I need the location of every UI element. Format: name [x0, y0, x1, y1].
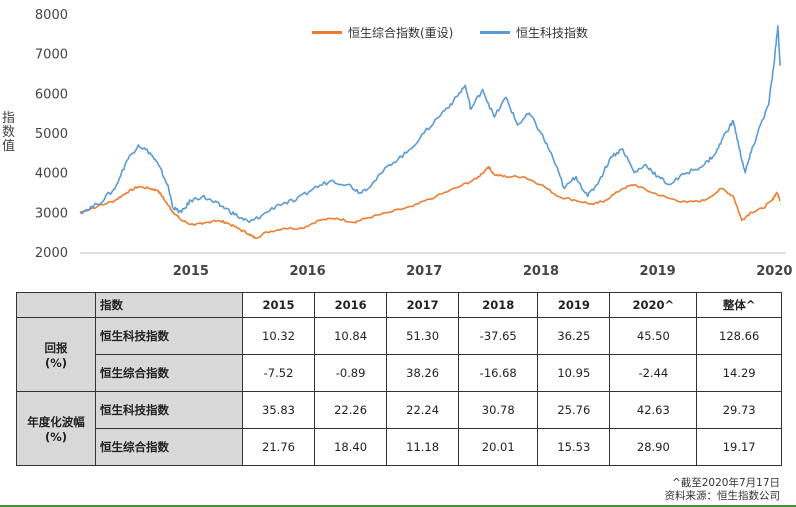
- row-name: 恒生综合指数: [95, 428, 243, 466]
- table-cell: 10.84: [314, 317, 388, 355]
- table-cell: 42.63: [609, 391, 698, 429]
- table-cell: 14.29: [696, 354, 782, 392]
- table-cell: 30.78: [458, 391, 539, 429]
- group-title: 年度化波幅: [27, 414, 85, 429]
- legend-label-composite: 恒生综合指数(重设): [348, 26, 454, 40]
- y-tick-label: 8000: [35, 8, 68, 23]
- table-row: 恒生综合指数 21.76 18.40 11.18 20.01 15.53 28.…: [17, 428, 782, 466]
- y-tick-label: 4000: [35, 167, 68, 182]
- table-cell: 22.24: [386, 391, 460, 429]
- legend-item-tech: 恒生科技指数: [480, 24, 588, 41]
- x-tick-label: 2016: [289, 264, 325, 279]
- table-cell: 128.66: [696, 317, 782, 355]
- table-cell: 51.30: [386, 317, 460, 355]
- header-2019: 2019: [537, 292, 611, 318]
- table-cell: -2.44: [609, 354, 698, 392]
- table-cell: 28.90: [609, 428, 698, 466]
- table-row: 回报 (%) 恒生科技指数 10.32 10.84 51.30 -37.65 3…: [16, 317, 782, 392]
- legend-label-tech: 恒生科技指数: [516, 26, 589, 40]
- y-tick-label: 2000: [35, 246, 68, 261]
- table-cell: 36.25: [537, 317, 611, 355]
- group-label-volatility: 年度化波幅 (%): [16, 391, 96, 466]
- group-unit: (%): [44, 355, 68, 370]
- table-cell: 20.01: [458, 428, 539, 466]
- performance-table: 指数 2015 2016 2017 2018 2019 2020^ 整体^ 回报…: [16, 292, 782, 466]
- y-tick-label: 7000: [35, 48, 68, 63]
- series-line-tech: [79, 25, 781, 224]
- row-name: 恒生科技指数: [95, 317, 243, 355]
- y-tick-label: 6000: [35, 87, 68, 102]
- x-tick-label: 2019: [640, 264, 676, 279]
- table-cell: 19.17: [696, 428, 782, 466]
- header-2017: 2017: [386, 292, 460, 318]
- table-cell: -7.52: [241, 354, 316, 392]
- legend-swatch-blue: [480, 31, 510, 34]
- table-cell: 10.32: [241, 317, 316, 355]
- table-cell: 38.26: [386, 354, 460, 392]
- table-cell: 45.50: [609, 317, 698, 355]
- table-corner-cell: [16, 292, 96, 318]
- x-tick-label: 2020: [756, 264, 792, 279]
- group-title: 回报: [44, 340, 68, 355]
- header-2020: 2020^: [609, 292, 698, 318]
- y-tick-label: 3000: [35, 206, 68, 221]
- y-axis-label: 指数值: [2, 111, 16, 154]
- series-line-composite: [79, 165, 781, 239]
- line-chart: 2000 3000 4000 5000 6000 7000 8000 2015 2016 2017…: [2, 8, 793, 279]
- table-cell: -0.89: [314, 354, 388, 392]
- chart-canvas: 2000 3000 4000 5000 6000 7000 8000 2015 2016 2017…: [35, 8, 793, 279]
- table-cell: 18.40: [314, 428, 388, 466]
- bottom-rule: [0, 505, 796, 507]
- table-cell: 15.53: [537, 428, 611, 466]
- header-overall: 整体^: [696, 292, 782, 318]
- header-index: 指数: [95, 292, 243, 318]
- x-tick-label: 2017: [406, 264, 442, 279]
- group-unit: (%): [44, 429, 68, 444]
- header-2016: 2016: [314, 292, 388, 318]
- source-note: 资料来源：恒生指数公司: [664, 490, 781, 502]
- table-cell: 11.18: [386, 428, 460, 466]
- table-row: 年度化波幅 (%) 恒生科技指数 35.83 22.26 22.24 30.78…: [16, 391, 782, 466]
- y-tick-label: 5000: [35, 127, 68, 142]
- table-cell: 10.95: [537, 354, 611, 392]
- x-tick-label: 2015: [173, 264, 209, 279]
- footnotes: ^截至2020年7月17日 资料来源：恒生指数公司: [665, 477, 781, 503]
- table-cell: -16.68: [458, 354, 539, 392]
- table-header-row: 指数 2015 2016 2017 2018 2019 2020^ 整体^: [16, 292, 782, 318]
- header-2015: 2015: [241, 292, 316, 318]
- table-cell: 29.73: [696, 391, 782, 429]
- legend-swatch-orange: [312, 31, 342, 34]
- row-name: 恒生科技指数: [95, 391, 243, 429]
- row-name: 恒生综合指数: [95, 354, 243, 392]
- date-note: ^截至2020年7月17日: [671, 477, 780, 489]
- x-tick-label: 2018: [523, 264, 559, 279]
- table-cell: 21.76: [241, 428, 316, 466]
- header-2018: 2018: [458, 292, 539, 318]
- table-cell: -37.65: [458, 317, 539, 355]
- legend-item-composite: 恒生综合指数(重设): [312, 24, 453, 41]
- table-cell: 22.26: [314, 391, 388, 429]
- table-row: 恒生综合指数 -7.52 -0.89 38.26 -16.68 10.95 -2…: [17, 354, 782, 392]
- table-cell: 35.83: [241, 391, 316, 429]
- table-cell: 25.76: [537, 391, 611, 429]
- group-label-return: 回报 (%): [16, 317, 96, 392]
